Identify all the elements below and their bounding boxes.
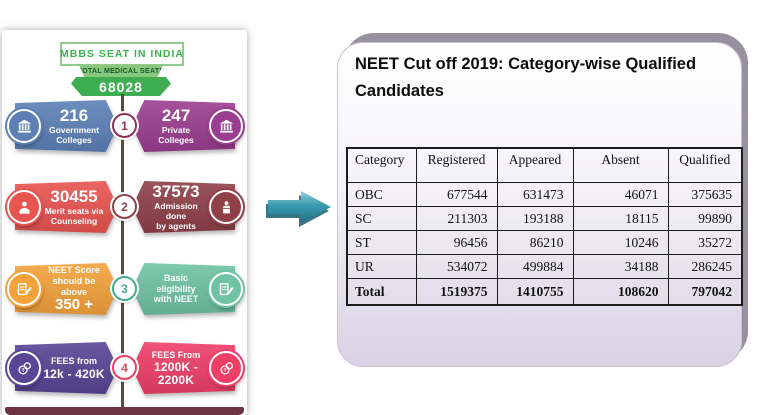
banner-label: NEET Score [48,264,100,275]
timeline-line [121,94,124,407]
banner-label: Basic eligibility [156,272,196,294]
table-row-sc: SC 211303 193188 18115 99890 [346,206,743,231]
government-colleges-count: 216 [59,105,89,125]
banner-label: by agents [156,221,196,232]
col-header-qualified: Qualified [667,147,743,183]
step-2-badge: 2 [112,194,137,219]
banner-label: Merit seats via [44,205,104,216]
footer-bar [5,407,244,415]
agent-admission-banner: 37573 Admission done by agents [132,177,244,237]
step-4-badge: 4 [112,355,137,380]
banner-label: Government [48,124,100,135]
neet-score-banner: NEET Score should be above 350 + [6,259,118,319]
mbbs-infographic-card: MBBS SEAT IN INDIA TOTAL MEDICAL SEATS 6… [2,30,247,415]
agent-admission-count: 37573 [152,181,200,201]
table-row-obc: OBC 677544 631473 46071 375635 [346,182,743,207]
government-building-icon [7,109,41,143]
banner-label: Colleges [158,134,194,145]
table-header-row: Category Registered Appeared Absent Qual… [346,147,743,183]
table-row-st: ST 96456 86210 10246 35272 [346,230,743,255]
rupee-coins-icon: ₹ [7,351,41,385]
private-fees-range: 1200K - 2200K [153,360,199,387]
col-header-registered: Registered [415,147,498,183]
checklist-pen-icon [7,272,41,306]
total-seats-ribbon: TOTAL MEDICAL SEATS [79,65,163,78]
step-row-4: ₹ FEES from 12k - 420K 4 ₹ FEES From 120… [2,338,247,398]
total-seats-value: 68028 [99,78,143,95]
flow-arrow-icon [266,191,331,227]
table-total-row: Total 1519375 1410755 108620 797042 [346,278,743,306]
private-fees-banner: ₹ FEES From 1200K - 2200K [132,338,244,398]
banner-label: Counseling [50,215,98,226]
total-seats-label: TOTAL MEDICAL SEATS [77,68,165,75]
agent-icon [209,190,243,224]
govt-fees-banner: ₹ FEES from 12k - 420K [6,338,118,398]
neet-score-threshold: 350 + [55,296,93,314]
banner-label: FEES from [50,355,97,366]
col-header-absent: Absent [572,147,669,183]
rupee-coins-icon: ₹ [209,351,243,385]
private-colleges-count: 247 [161,105,191,125]
banner-label: FEES From [151,349,201,360]
table-row-ur: UR 534072 499884 34188 286245 [346,254,743,279]
step-3-badge: 3 [112,276,137,301]
col-header-appeared: Appeared [496,147,574,183]
svg-text:₹: ₹ [223,368,227,374]
banner-label: Private [161,124,191,135]
panel-title: NEET Cut off 2019: Category-wise Qualifi… [355,55,697,101]
banner-label: should be above [52,275,96,297]
total-seats-hexagon: 68028 [71,77,171,96]
merit-seats-count: 30455 [50,186,98,206]
infographic-title: MBBS SEAT IN INDIA [60,48,184,60]
private-colleges-banner: 247 Private Colleges [132,96,244,156]
step-row-3: NEET Score should be above 350 + 3 Basic… [2,259,247,319]
government-colleges-banner: 216 Government Colleges [6,96,118,156]
basic-eligibility-banner: Basic eligibility with NEET [132,259,244,319]
banner-label: with NEET [153,294,199,305]
counselor-icon [7,190,41,224]
infographic-title-box: MBBS SEAT IN INDIA [60,42,184,66]
checklist-pen-icon [209,272,243,306]
banner-label: Colleges [56,134,92,145]
cutoff-panel: NEET Cut off 2019: Category-wise Qualifi… [337,42,743,367]
svg-text:₹: ₹ [21,368,25,374]
step-1-badge: 1 [112,113,137,138]
private-building-icon [209,109,243,143]
banner-label: Admission done [154,200,198,221]
step-row-2: 30455 Merit seats via Counseling 2 37573… [2,177,247,237]
col-header-category: Category [346,147,417,183]
merit-seats-banner: 30455 Merit seats via Counseling [6,177,118,237]
govt-fees-range: 12k - 420K [43,366,105,381]
cutoff-table: Category Registered Appeared Absent Qual… [346,147,743,306]
step-row-1: 216 Government Colleges 1 247 Private Co… [2,96,247,156]
